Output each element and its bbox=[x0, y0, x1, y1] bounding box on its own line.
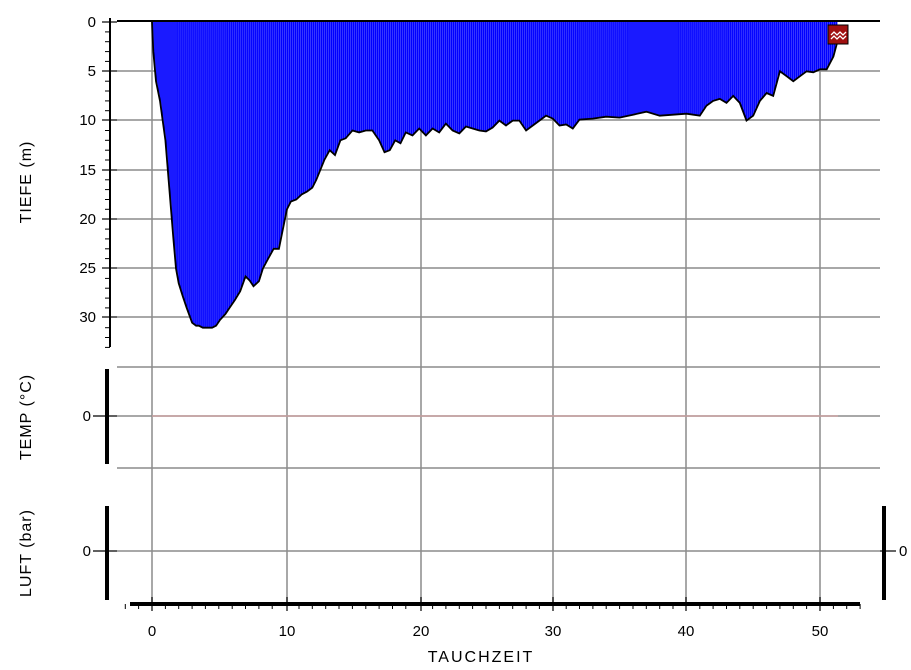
depth-tick-label: 10 bbox=[79, 112, 96, 129]
air-tick-label: 0 bbox=[83, 543, 91, 560]
depth-tick-label: 30 bbox=[79, 309, 96, 326]
air-axis-label: LUFT (bar) bbox=[18, 509, 35, 597]
x-axis-label: TAUCHZEIT bbox=[428, 649, 535, 666]
temp-tick-labels: 0 bbox=[83, 408, 117, 425]
depth-series bbox=[152, 22, 837, 328]
x-tick-label: 0 bbox=[148, 623, 156, 640]
depth-tick-labels: 0 5 10 15 20 25 30 bbox=[79, 14, 117, 326]
air-right-tick-label: 0 bbox=[899, 543, 907, 560]
x-tick-label: 10 bbox=[279, 623, 296, 640]
x-tick-label: 30 bbox=[545, 623, 562, 640]
depth-axis-label: TIEFE (m) bbox=[18, 141, 35, 224]
depth-tick-label: 25 bbox=[79, 260, 96, 277]
temp-axis-label: TEMP (°C) bbox=[18, 374, 35, 460]
x-tick-label: 40 bbox=[678, 623, 695, 640]
depth-tick-label: 0 bbox=[88, 14, 96, 31]
depth-tick-label: 5 bbox=[88, 63, 96, 80]
temp-tick-label: 0 bbox=[83, 408, 91, 425]
depth-tick-label: 15 bbox=[79, 162, 96, 179]
surface-marker bbox=[828, 25, 848, 44]
x-tick-label: 20 bbox=[413, 623, 430, 640]
depth-tick-label: 20 bbox=[79, 211, 96, 228]
x-tick-label: 50 bbox=[812, 623, 829, 640]
